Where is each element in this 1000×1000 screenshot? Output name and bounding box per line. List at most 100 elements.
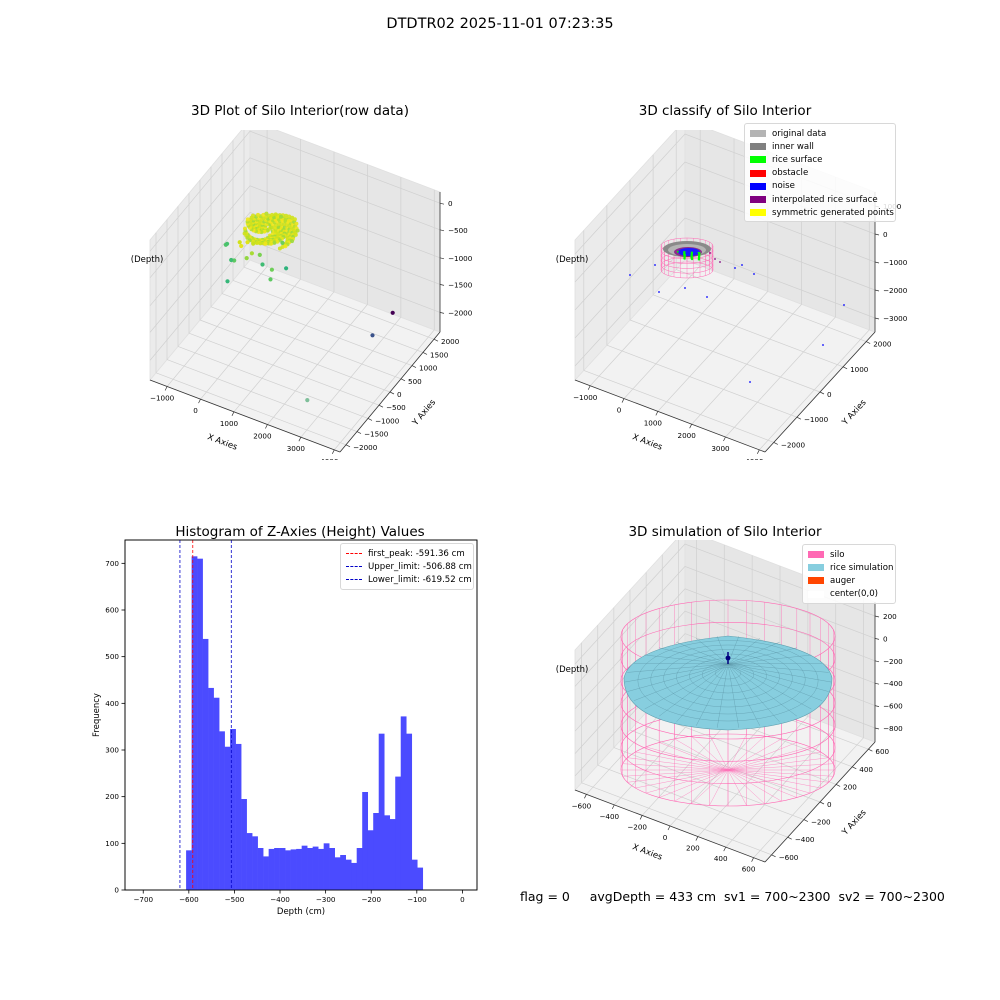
p4-mesh-spoke — [727, 663, 760, 726]
p4-z-grid — [574, 588, 876, 710]
p2-noise-point — [658, 291, 660, 293]
p2-x-axis-label: X Axies — [631, 432, 664, 453]
p1-cluster-point — [286, 218, 291, 223]
p1-cluster-point — [290, 239, 294, 244]
p2-z-tick-label: −1000 — [883, 258, 908, 267]
p4-x-tick — [639, 815, 643, 820]
simulation-3d-plot: −600−400−2000200400600−600−400−200020040… — [555, 540, 903, 874]
p4-silo-spoke — [622, 769, 729, 777]
p2-rice-surface-point — [690, 252, 693, 255]
p4-x-tick — [751, 857, 754, 862]
p2-interp-point — [714, 258, 716, 260]
p2-z-tick-label: −3000 — [883, 314, 908, 323]
p1-data-point — [229, 257, 234, 263]
p1-y-grid — [188, 332, 380, 406]
p1-z-grid — [149, 130, 441, 252]
legend-label: original data — [772, 128, 827, 139]
p1-y-grid — [210, 306, 402, 380]
p1-x-tick-label: 4000 — [320, 457, 339, 460]
p4-mesh-spoke — [627, 663, 729, 673]
raw-data-3d-plot: −1000 0 1000 2000 3000 4000 −2000 −1500 −1000 −50… — [130, 130, 473, 460]
legend-swatch — [750, 143, 766, 151]
p4-mesh-ring — [663, 649, 793, 708]
hist-bar — [329, 848, 335, 890]
p4-silo-spoke — [674, 738, 729, 771]
p1-y-tick-label: −500 — [386, 403, 406, 412]
hist-bar — [274, 848, 280, 890]
p4-x-axis-label: X Axies — [631, 842, 664, 863]
p4-y-tick-label: 400 — [859, 765, 873, 774]
p2-rice-surface-point — [683, 256, 686, 259]
hist-bar — [230, 729, 236, 890]
p2-x-tick-label: 0 — [617, 406, 622, 415]
p4-x-tick-label: 600 — [742, 865, 756, 874]
legend-item: Lower_limit: -619.52 cm — [346, 573, 472, 586]
p4-mesh-spoke — [727, 642, 780, 665]
hist-bar — [411, 859, 418, 890]
p1-y-grid — [199, 319, 391, 393]
p2-z-grid — [574, 189, 876, 311]
p2-rice-surface-point — [677, 251, 679, 253]
p2-noise-point — [822, 344, 824, 346]
p1-z-grid — [149, 157, 441, 279]
p4-silo-spoke — [659, 769, 729, 798]
p4-x-tick-label: 400 — [714, 854, 728, 863]
p4-silo-spoke — [727, 742, 797, 771]
p4-mesh-spoke — [633, 663, 729, 701]
hist-bar — [367, 830, 374, 890]
hist-bar — [340, 855, 346, 890]
p1-cluster-point — [264, 211, 269, 216]
p1-data-point — [239, 243, 244, 249]
p1-y-grid — [232, 280, 424, 353]
p2-x-tick — [655, 411, 659, 416]
legend-item: rice simulation — [808, 561, 894, 574]
p2-rice-surface-point — [697, 257, 700, 259]
hist-bar — [208, 687, 214, 890]
classify-3d-plot: −1000 0 1000 2000 3000 4000 −2000 −1000 0 1000 200… — [555, 130, 908, 460]
p4-silo-spoke — [727, 769, 829, 783]
legend-line-swatch — [346, 553, 362, 555]
p4-mesh-spoke — [727, 663, 780, 722]
p2-y-grid — [583, 370, 774, 443]
legend-item: inner wall — [750, 140, 890, 153]
p4-silo-spoke — [659, 742, 729, 771]
p4-y-tick — [852, 766, 857, 770]
p1-cluster-point — [243, 226, 247, 231]
legend-label: rice simulation — [830, 562, 894, 573]
p2-rice-surface-point — [690, 251, 693, 254]
p1-x-tick-label: 1000 — [220, 419, 239, 428]
hist-bar — [191, 556, 198, 890]
p4-center-point — [725, 655, 731, 661]
legend-item: noise — [750, 180, 890, 193]
p1-y-tick — [411, 365, 417, 368]
hist-bar — [378, 733, 385, 890]
p1-x-tick — [198, 398, 201, 404]
hist-plot-area — [124, 539, 478, 891]
p2-x-tick — [723, 436, 726, 442]
p1-y-tick-label: 0 — [397, 390, 402, 399]
p2-z-tick — [874, 317, 880, 320]
p1-cluster-point — [263, 241, 268, 246]
p4-mesh-spoke — [727, 663, 829, 692]
p2-x-tick-label: 2000 — [678, 431, 697, 440]
p2-rice-surface-point — [697, 258, 700, 261]
p4-mesh-spoke — [676, 642, 729, 665]
p1-y-tick — [378, 404, 384, 408]
simulation-title: 3D simulation of Silo Interior — [628, 524, 822, 540]
p1-cluster-point — [292, 217, 297, 222]
p1-x-tick — [331, 449, 335, 454]
p4-z-tick — [874, 682, 880, 685]
legend-label: Lower_limit: -619.52 cm — [368, 574, 472, 585]
p1-data-point — [251, 241, 256, 246]
legend-swatch — [808, 577, 824, 585]
histogram-legend: first_peak: -591.36 cm Upper_limit: -506.… — [340, 543, 474, 590]
hist-bar — [263, 856, 269, 890]
p1-cluster-point — [293, 232, 298, 237]
p2-x-tick-label: 3000 — [711, 444, 730, 453]
hist-bar — [219, 731, 225, 890]
p4-silo-spoke — [674, 769, 729, 802]
p1-x-axis-label: X Axies — [206, 432, 239, 453]
hist-x-tick-label: −300 — [316, 895, 336, 904]
hist-bar — [186, 850, 192, 890]
hist-y-tick-label: 100 — [105, 839, 119, 848]
